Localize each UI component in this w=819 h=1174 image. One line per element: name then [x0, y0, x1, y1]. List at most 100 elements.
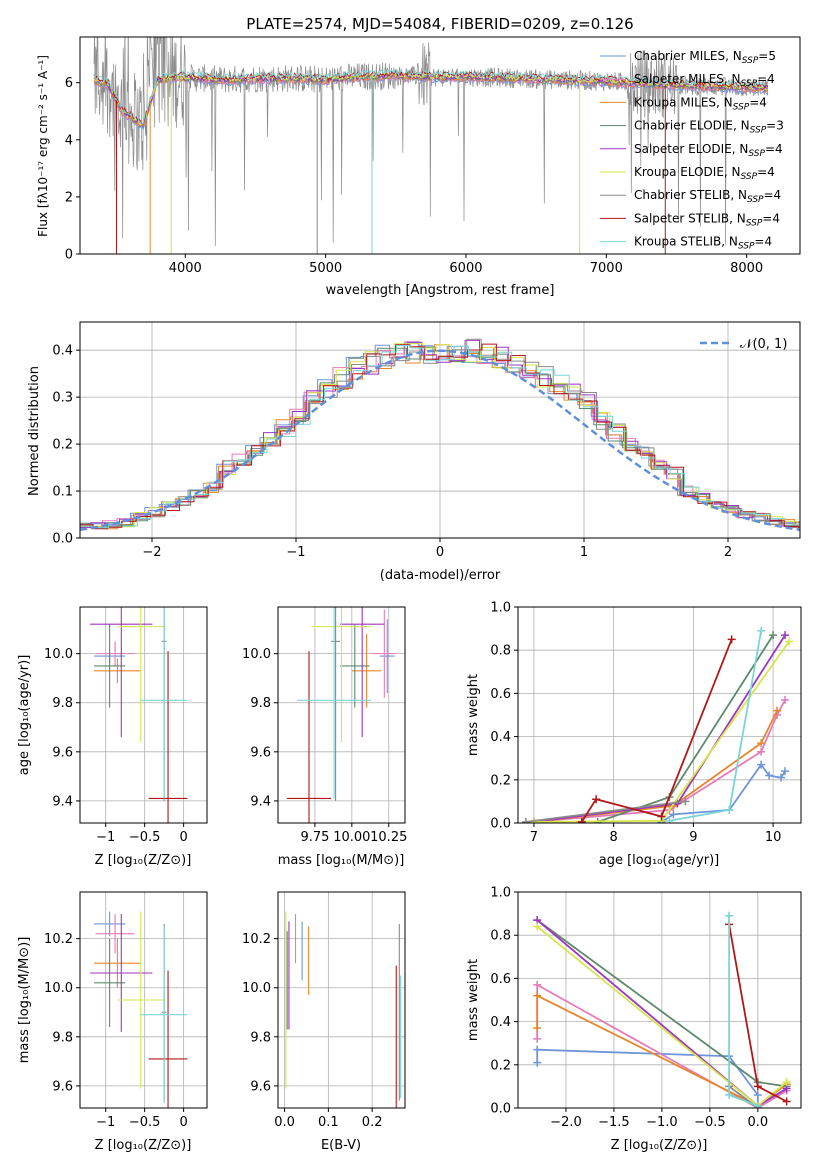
mZ-xlabel: Z [log₁₀(Z/Z⊙)]	[95, 1138, 192, 1153]
y-tick-label: 0.4	[490, 1015, 511, 1030]
x-tick-label: 1	[580, 545, 588, 560]
y-tick-label: 0.0	[52, 532, 73, 547]
y-tick-label: 0.4	[52, 344, 73, 359]
x-tick-label: 0.0	[747, 1115, 768, 1130]
x-tick-label: −1	[96, 1115, 115, 1130]
x-tick-label: 5000	[309, 261, 342, 276]
y-tick-label: 4	[65, 133, 73, 148]
y-tick-label: 0.3	[52, 391, 73, 406]
y-tick-label: 10.2	[242, 932, 271, 947]
y-tick-label: 0.0	[490, 1102, 511, 1117]
x-tick-label: 0	[436, 545, 444, 560]
legend-count: =4	[754, 235, 772, 249]
y-tick-label: 9.6	[52, 1079, 73, 1094]
legend-subscript: SSP	[746, 218, 763, 228]
x-tick-label: −0.5	[694, 1115, 726, 1130]
legend-subscript: SSP	[741, 172, 758, 182]
y-tick-label: 0.2	[490, 1058, 511, 1073]
legend-count: =4	[757, 165, 775, 179]
legend-subscript: SSP	[733, 102, 750, 112]
x-tick-label: 9	[689, 830, 697, 845]
y-tick-label: 9.6	[250, 745, 271, 760]
legend-count: =4	[762, 211, 780, 225]
legend-count: =3	[766, 119, 784, 133]
x-tick-label: 6000	[449, 261, 482, 276]
y-tick-label: 1.0	[490, 886, 511, 901]
legend-count: =4	[757, 72, 775, 86]
y-tick-label: 10.0	[44, 647, 73, 662]
x-tick-label: −0.5	[129, 830, 161, 845]
ageM-xlabel: mass [log₁₀(M/M⊙)]	[278, 853, 405, 868]
mZ-ylabel: mass [log₁₀(M/M⊙)]	[17, 937, 32, 1064]
x-tick-label: −1	[96, 830, 115, 845]
x-tick-label: 0.2	[362, 1115, 383, 1130]
normal-legend-label: 𝒩(0, 1)	[740, 337, 787, 352]
wZ-ylabel: mass weight	[466, 959, 481, 1041]
y-tick-label: 0.4	[490, 730, 511, 745]
y-tick-label: 9.6	[52, 745, 73, 760]
x-tick-label: 7	[530, 830, 538, 845]
y-tick-label: 9.8	[52, 696, 73, 711]
y-tick-label: 9.4	[52, 794, 73, 809]
y-tick-label: 0.1	[52, 485, 73, 500]
x-tick-label: −1.5	[598, 1115, 630, 1130]
wAge-xlabel: age [log₁₀(age/yr)]	[599, 853, 720, 868]
legend-subscript: SSP	[750, 126, 767, 136]
spectrum-ylabel: Flux [fλ10⁻¹⁷ erg cm⁻² s⁻¹ A⁻¹]	[36, 55, 50, 237]
x-tick-label: −0.5	[129, 1115, 161, 1130]
y-tick-label: 0.2	[490, 773, 511, 788]
legend-subscript: SSP	[742, 56, 759, 66]
legend-count: =5	[758, 49, 776, 63]
y-tick-label: 9.6	[250, 1079, 271, 1094]
x-tick-label: 8	[610, 830, 618, 845]
x-tick-label: 7000	[590, 261, 623, 276]
mE-xlabel: E(B-V)	[321, 1138, 361, 1153]
x-tick-label: 0	[179, 1115, 187, 1130]
legend-subscript: SSP	[738, 242, 755, 252]
legend-count: =4	[764, 188, 782, 202]
spectrum-xlabel: wavelength [Angstrom, rest frame]	[326, 283, 555, 298]
y-tick-label: 0.8	[490, 644, 511, 659]
y-tick-label: 10.0	[44, 981, 73, 996]
x-tick-label: −1.0	[646, 1115, 678, 1130]
y-tick-label: 9.4	[250, 794, 271, 809]
x-tick-label: 10.25	[370, 830, 407, 845]
x-tick-label: 0.0	[274, 1115, 295, 1130]
x-tick-label: 8000	[730, 261, 763, 276]
x-tick-label: 2	[724, 545, 732, 560]
y-tick-label: 10.0	[242, 981, 271, 996]
y-tick-label: 0.6	[490, 972, 511, 987]
y-tick-label: 1.0	[490, 601, 511, 616]
y-tick-label: 6	[65, 76, 73, 91]
y-tick-label: 0.6	[490, 687, 511, 702]
legend-subscript: SSP	[748, 149, 765, 159]
y-tick-label: 0.2	[52, 438, 73, 453]
y-tick-label: 9.8	[250, 696, 271, 711]
x-tick-label: 10.00	[333, 830, 370, 845]
x-tick-label: 10	[765, 830, 782, 845]
y-tick-label: 0	[65, 248, 73, 263]
residual-ylabel: Normed distribution	[27, 366, 42, 496]
y-tick-label: 9.8	[250, 1030, 271, 1045]
y-tick-label: 2	[65, 190, 73, 205]
legend-subscript: SSP	[747, 195, 764, 205]
legend-subscript: SSP	[741, 79, 758, 89]
residual-xlabel: (data-model)/error	[380, 568, 501, 583]
spectrum-title: PLATE=2574, MJD=54084, FIBERID=0209, z=0…	[246, 15, 633, 33]
legend-count: =4	[765, 142, 783, 156]
x-tick-label: 4000	[169, 261, 202, 276]
x-tick-label: 9.75	[300, 830, 329, 845]
x-tick-label: −1	[286, 545, 305, 560]
y-tick-label: 10.0	[242, 647, 271, 662]
wAge-ylabel: mass weight	[466, 674, 481, 756]
legend-count: =4	[749, 95, 767, 109]
x-tick-label: 0.1	[318, 1115, 339, 1130]
x-tick-label: −2.0	[550, 1115, 582, 1130]
wZ-xlabel: Z [log₁₀(Z/Z⊙)]	[611, 1138, 708, 1153]
y-tick-label: 0.0	[490, 817, 511, 832]
y-tick-label: 0.8	[490, 929, 511, 944]
y-tick-label: 9.8	[52, 1030, 73, 1045]
x-tick-label: −2	[142, 545, 161, 560]
x-tick-label: 0	[179, 830, 187, 845]
